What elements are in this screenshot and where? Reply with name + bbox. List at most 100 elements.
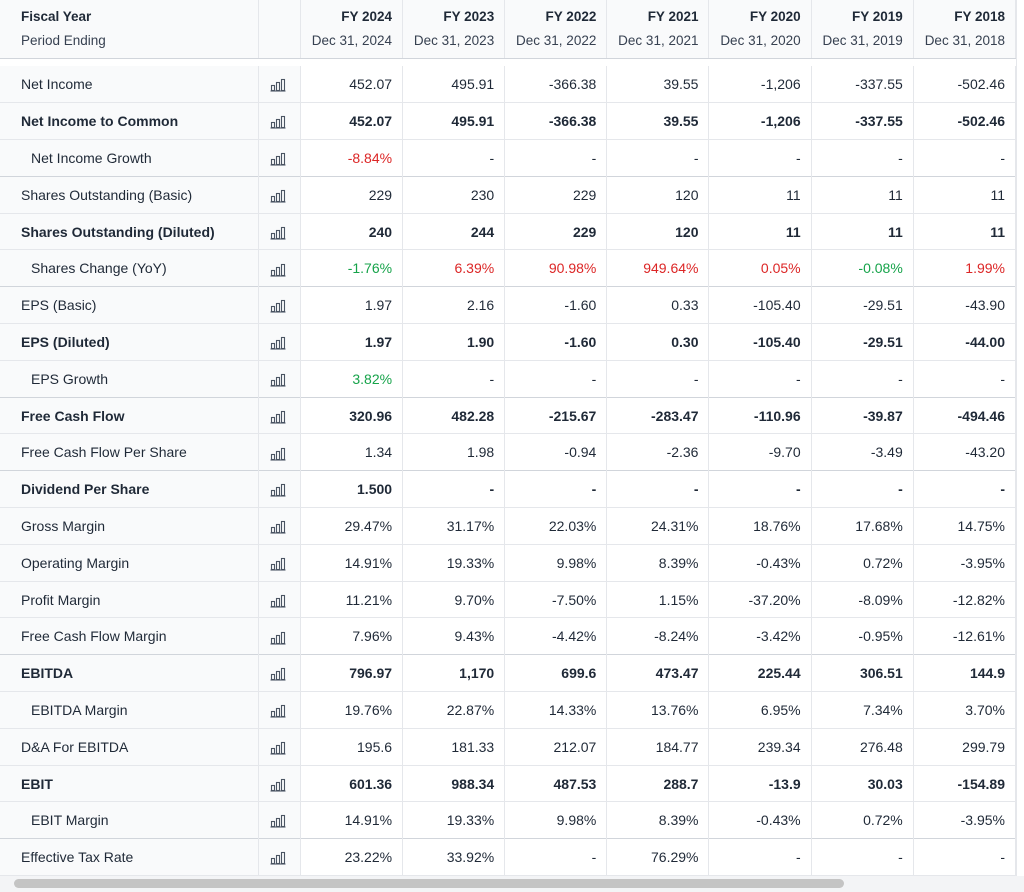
value-cell: -	[913, 838, 1017, 876]
row-chart-button[interactable]	[258, 213, 301, 250]
value-cell: 0.33	[606, 286, 710, 324]
value-cell: 1.90	[402, 323, 506, 361]
year-column-header[interactable]: FY 2024 Dec 31, 2024	[300, 0, 404, 59]
row-label: Dividend Per Share	[0, 470, 259, 508]
row-chart-button[interactable]	[258, 801, 301, 839]
row-chart-button[interactable]	[258, 176, 301, 214]
bar-chart-icon[interactable]	[270, 113, 286, 129]
value-cell: -	[402, 139, 506, 177]
row-chart-button[interactable]	[258, 765, 301, 802]
period-end-date: Dec 31, 2020	[720, 33, 801, 49]
row-chart-button[interactable]	[258, 470, 301, 508]
row-chart-button[interactable]	[258, 139, 301, 177]
value-cell: 19.76%	[300, 691, 404, 729]
row-label: Operating Margin	[0, 544, 259, 582]
value-cell: 320.96	[300, 397, 404, 434]
row-chart-button[interactable]	[258, 360, 301, 398]
value-cell: -29.51	[811, 323, 914, 361]
row-chart-button[interactable]	[258, 323, 301, 361]
bar-chart-icon[interactable]	[270, 555, 286, 571]
value-cell: -8.24%	[606, 617, 710, 655]
value-cell: 495.91	[402, 66, 506, 103]
year-column-header[interactable]: FY 2018 Dec 31, 2018	[913, 0, 1017, 59]
bar-chart-icon[interactable]	[270, 665, 286, 681]
value-cell: 14.91%	[300, 544, 404, 582]
bar-chart-icon[interactable]	[270, 812, 286, 829]
value-cell: -110.96	[708, 397, 812, 434]
fiscal-year-label: Fiscal Year	[21, 9, 92, 25]
row-chart-button[interactable]	[258, 691, 301, 729]
bar-chart-icon[interactable]	[270, 444, 286, 461]
row-chart-button[interactable]	[258, 654, 301, 692]
row-chart-button[interactable]	[258, 838, 301, 876]
value-cell: 1.97	[300, 286, 404, 324]
bar-chart-icon[interactable]	[270, 739, 286, 755]
value-cell: -8.09%	[811, 581, 914, 618]
row-chart-button[interactable]	[258, 286, 301, 324]
bar-chart-icon[interactable]	[270, 628, 286, 645]
value-cell: -	[811, 470, 914, 508]
bar-chart-icon[interactable]	[270, 260, 286, 277]
row-chart-button[interactable]	[258, 249, 301, 287]
row-chart-button[interactable]	[258, 581, 301, 618]
row-chart-button[interactable]	[258, 397, 301, 434]
value-cell: 601.36	[300, 765, 404, 802]
table-row: Shares Outstanding (Basic) 229 230 229 120 11…	[0, 176, 1017, 214]
row-label: Net Income	[0, 66, 259, 103]
row-chart-button[interactable]	[258, 617, 301, 655]
row-chart-button[interactable]	[258, 102, 301, 140]
value-cell: -1.76%	[300, 249, 404, 287]
period-end-date: Dec 31, 2023	[413, 33, 495, 49]
bar-chart-icon[interactable]	[270, 849, 286, 865]
value-cell: 229	[300, 176, 404, 214]
value-cell: 144.9	[913, 654, 1017, 692]
bar-chart-icon[interactable]	[270, 407, 286, 424]
value-cell: 487.53	[504, 765, 608, 802]
table-row: Shares Change (YoY) -1.76% 6.39% 90.98% 949.…	[0, 249, 1017, 287]
value-cell: 3.70%	[913, 691, 1017, 729]
value-cell: 699.6	[504, 654, 608, 692]
scrollbar-thumb[interactable]	[14, 879, 844, 888]
horizontal-scrollbar[interactable]	[0, 876, 1024, 892]
year-column-header[interactable]: FY 2021 Dec 31, 2021	[606, 0, 710, 59]
value-cell: 6.95%	[708, 691, 812, 729]
row-chart-button[interactable]	[258, 66, 301, 103]
value-cell: -29.51	[811, 286, 914, 324]
bar-chart-icon[interactable]	[270, 297, 286, 313]
value-cell: -	[708, 470, 812, 508]
bar-chart-icon[interactable]	[270, 150, 286, 166]
row-chart-button[interactable]	[258, 433, 301, 471]
bar-chart-icon[interactable]	[270, 334, 286, 350]
bar-chart-icon[interactable]	[270, 702, 286, 718]
table-body: Net Income 452.07 495.91 -366.38 39.55 -1,206…	[0, 66, 1017, 876]
year-column-header[interactable]: FY 2020 Dec 31, 2020	[708, 0, 812, 59]
bar-chart-icon[interactable]	[270, 518, 286, 534]
value-cell: 1.34	[300, 433, 404, 471]
bar-chart-icon[interactable]	[270, 371, 286, 387]
fiscal-year: FY 2018	[954, 9, 1005, 25]
row-label: Profit Margin	[0, 581, 259, 618]
value-cell: 1.98	[402, 433, 506, 471]
value-cell: -4.42%	[504, 617, 608, 655]
row-label: Shares Outstanding (Basic)	[0, 176, 259, 214]
fiscal-year-header: Fiscal Year Period Ending	[0, 0, 259, 59]
bar-chart-icon[interactable]	[270, 187, 286, 203]
row-chart-button[interactable]	[258, 544, 301, 582]
year-column-header[interactable]: FY 2019 Dec 31, 2019	[811, 0, 914, 59]
bar-chart-icon[interactable]	[270, 76, 286, 92]
year-column-header[interactable]: FY 2023 Dec 31, 2023	[402, 0, 506, 59]
value-cell: -366.38	[504, 102, 608, 140]
bar-chart-icon[interactable]	[270, 775, 286, 792]
value-cell: -3.49	[811, 433, 914, 471]
row-chart-button[interactable]	[258, 507, 301, 545]
value-cell: 1.15%	[606, 581, 710, 618]
row-chart-button[interactable]	[258, 728, 301, 766]
value-cell: -366.38	[504, 66, 608, 103]
bar-chart-icon[interactable]	[270, 223, 286, 240]
value-cell: -	[811, 139, 914, 177]
bar-chart-icon[interactable]	[270, 591, 286, 608]
value-cell: -44.00	[913, 323, 1017, 361]
value-cell: 0.30	[606, 323, 710, 361]
bar-chart-icon[interactable]	[270, 481, 286, 497]
year-column-header[interactable]: FY 2022 Dec 31, 2022	[504, 0, 608, 59]
